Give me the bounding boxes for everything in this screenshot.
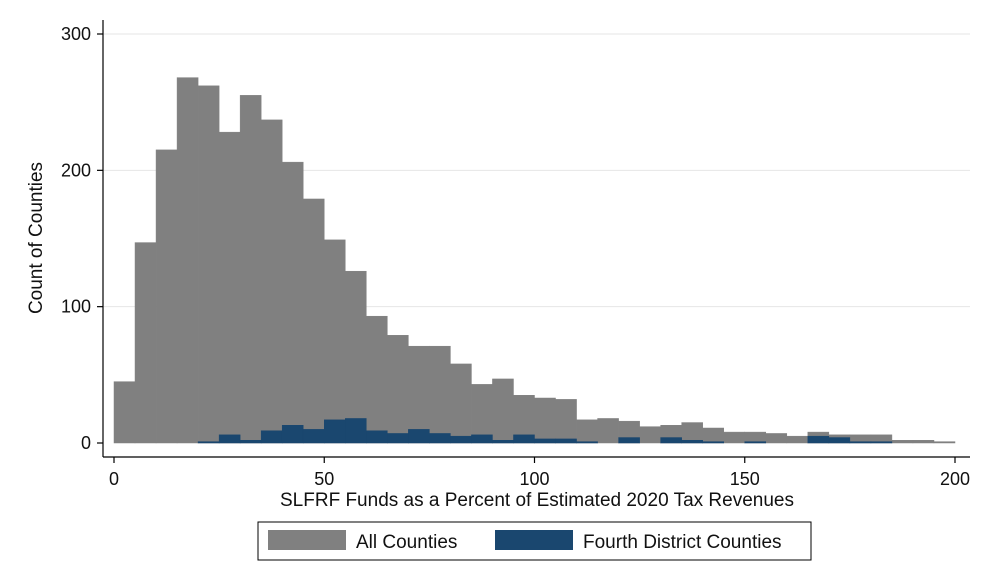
bar-fourth-district: [260, 430, 283, 444]
bar-all-counties: [534, 397, 556, 444]
bar-all-counties: [681, 422, 703, 444]
bar-fourth-district: [239, 440, 262, 444]
bar-fourth-district: [828, 437, 851, 444]
x-tick-label: 0: [109, 469, 119, 489]
x-tick-label: 200: [940, 469, 970, 489]
bar-all-counties: [639, 426, 661, 444]
bar-all-counties: [471, 384, 493, 444]
bar-fourth-district: [197, 441, 220, 444]
bar-all-counties: [345, 270, 367, 444]
x-tick-label: 100: [519, 469, 549, 489]
legend-label-fourth-district: Fourth District Counties: [583, 532, 782, 553]
bar-fourth-district: [618, 437, 640, 444]
bar-fourth-district: [218, 434, 241, 444]
bar-fourth-district: [744, 441, 767, 444]
bar-all-counties: [113, 381, 136, 444]
y-tick-label: 200: [61, 160, 91, 180]
bar-all-counties: [260, 119, 283, 444]
bar-fourth-district: [450, 435, 472, 444]
bar-fourth-district: [429, 433, 451, 444]
legend-label-all-counties: All Counties: [356, 532, 457, 553]
bar-all-counties: [387, 335, 409, 444]
bar-fourth-district: [281, 425, 304, 444]
bar-fourth-district: [513, 434, 535, 444]
bar-all-counties: [891, 440, 914, 444]
bar-all-counties: [744, 431, 767, 444]
bar-all-counties: [302, 198, 325, 444]
bar-all-counties: [723, 431, 745, 444]
bar-all-counties: [239, 95, 262, 444]
bar-all-counties: [765, 433, 788, 444]
bar-all-counties: [429, 345, 451, 444]
y-tick-label: 300: [61, 24, 91, 44]
bar-fourth-district: [492, 440, 514, 444]
bar-all-counties: [134, 242, 157, 444]
x-axis-title: SLFRF Funds as a Percent of Estimated 20…: [280, 490, 794, 511]
bar-all-counties: [366, 315, 388, 444]
bar-fourth-district: [345, 418, 367, 444]
bar-fourth-district: [408, 429, 430, 444]
x-tick-label: 150: [730, 469, 760, 489]
bar-fourth-district: [702, 441, 724, 444]
y-axis-title: Count of Counties: [26, 162, 47, 314]
bar-all-counties: [786, 435, 809, 444]
bar-all-counties: [155, 149, 178, 444]
bar-fourth-district: [576, 441, 598, 444]
bar-all-counties: [555, 399, 577, 444]
y-tick-label: 100: [61, 297, 91, 317]
bar-fourth-district: [807, 435, 830, 444]
bar-fourth-district: [534, 438, 556, 444]
bar-all-counties: [218, 131, 241, 444]
legend: All Counties Fourth District Counties: [257, 521, 812, 561]
y-tick-label: 0: [81, 433, 91, 453]
bar-all-counties: [597, 418, 619, 444]
bar-all-counties: [281, 161, 304, 444]
x-tick-label: 50: [314, 469, 334, 489]
bar-fourth-district: [324, 419, 346, 444]
bar-fourth-district: [681, 440, 703, 444]
bar-all-counties: [492, 378, 514, 444]
bar-fourth-district: [302, 429, 325, 444]
bar-fourth-district: [471, 434, 493, 444]
legend-swatch-fourth-district: [495, 530, 573, 550]
axes: 0 100 200 300 0 50 100 150 200: [61, 20, 970, 489]
bar-fourth-district: [366, 430, 388, 444]
bar-fourth-district: [849, 441, 872, 444]
bar-all-counties: [702, 427, 724, 444]
bar-all-counties: [912, 440, 935, 444]
bar-fourth-district: [660, 437, 682, 444]
bar-all-counties: [408, 345, 430, 444]
bar-fourth-district: [870, 441, 893, 444]
bar-all-counties: [176, 77, 199, 444]
bar-all-counties: [933, 441, 956, 444]
bar-fourth-district: [387, 433, 409, 444]
bar-all-counties: [324, 239, 346, 444]
legend-swatch-all-counties: [268, 530, 346, 550]
bar-fourth-district: [555, 438, 577, 444]
bar-all-counties: [450, 363, 472, 444]
all-counties-bars: [113, 77, 956, 444]
fourth-district-bars: [197, 418, 893, 444]
bar-all-counties: [576, 419, 598, 444]
bar-all-counties: [197, 85, 220, 444]
